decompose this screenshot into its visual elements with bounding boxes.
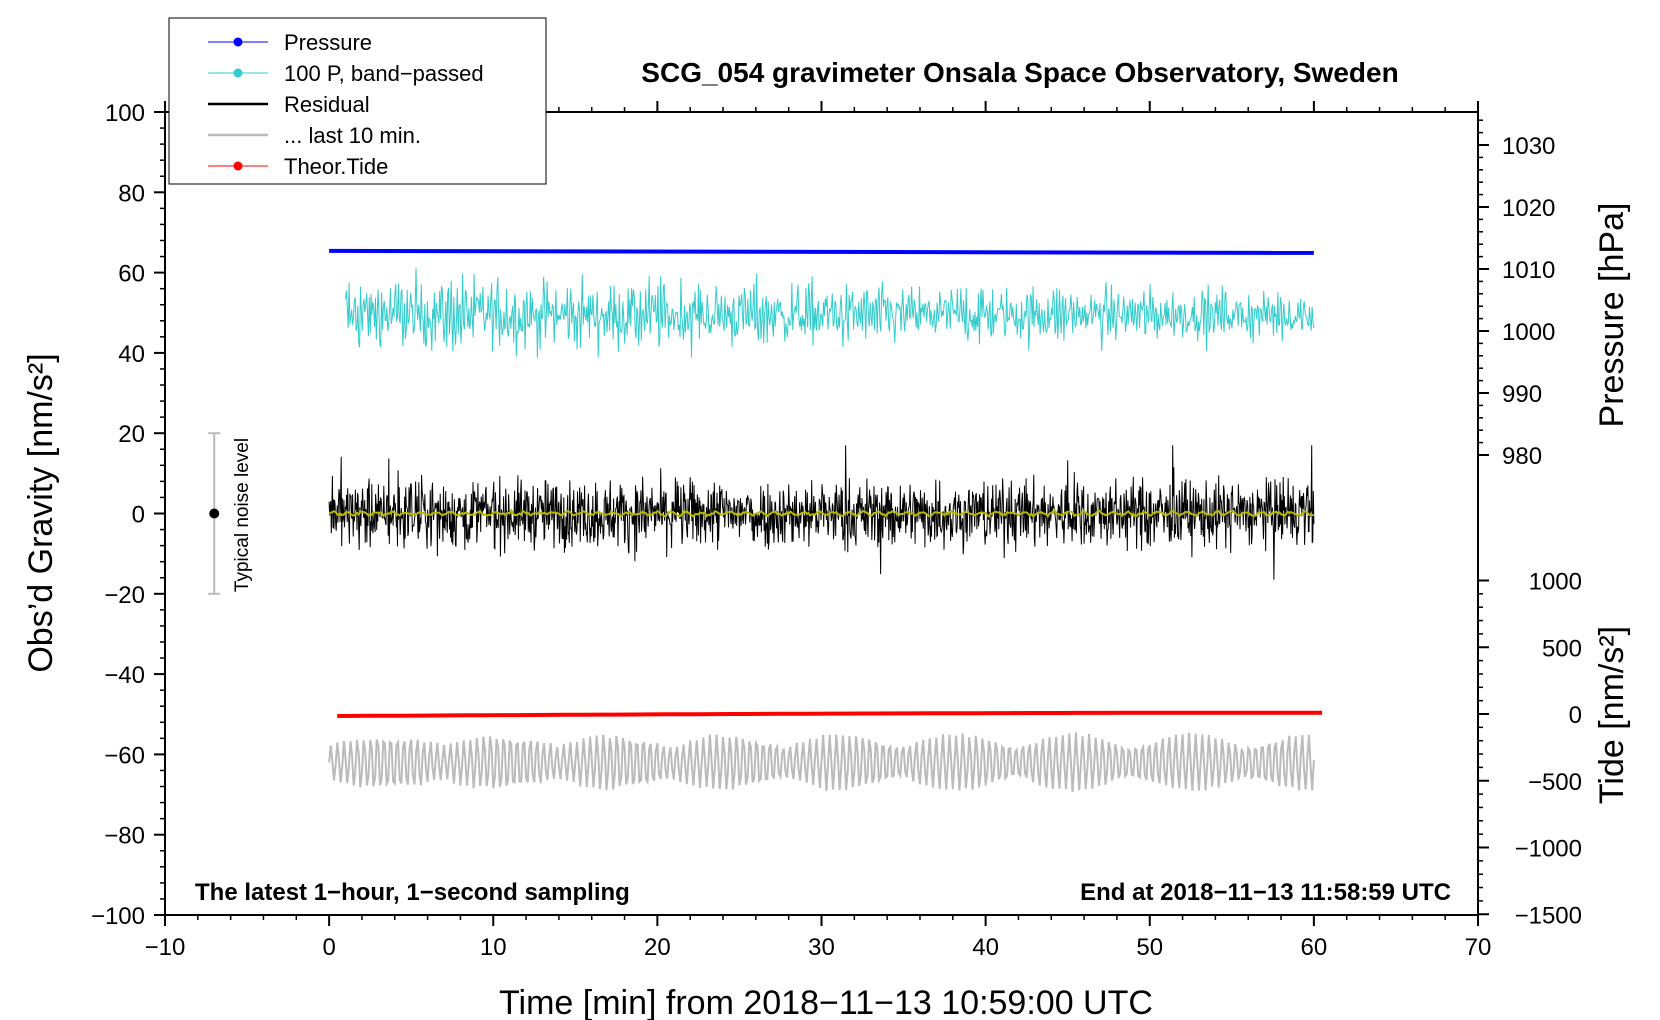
y-tick-label: 80 — [118, 180, 145, 207]
legend-box — [168, 17, 547, 185]
legend-label: ... last 10 min. — [284, 123, 421, 148]
legend-marker — [233, 37, 243, 47]
noise-bar — [208, 432, 221, 595]
legend-marker — [233, 68, 243, 78]
y-tick-label: 20 — [118, 421, 145, 448]
y-axis-gravity: 100 80 60 40 20 0 −20 −40 −60 −80 −100 — [91, 100, 165, 930]
y-tick-label: −40 — [104, 662, 145, 689]
pressure-tick-label: 980 — [1502, 443, 1542, 470]
tide-tick-label: 1000 — [1529, 569, 1582, 596]
chart-title: SCG_054 gravimeter Onsala Space Observat… — [641, 57, 1398, 88]
legend: Pressure 100 P, band−passed Residual ... la… — [168, 17, 547, 185]
y-tick-label: 60 — [118, 261, 145, 288]
y-tick-label: 100 — [105, 100, 145, 127]
annotation-left: The latest 1−hour, 1−second sampling — [195, 879, 630, 906]
series-residual — [328, 445, 1315, 580]
y-tick-label: −60 — [104, 742, 145, 769]
x-tick-label: 40 — [972, 934, 999, 961]
legend-label: Pressure — [284, 30, 372, 55]
tide-tick-label: 0 — [1569, 702, 1582, 729]
x-tick-label: 70 — [1465, 934, 1492, 961]
pressure-tick-label: 990 — [1502, 381, 1542, 408]
annotation-right: End at 2018−11−13 11:58:59 UTC — [1080, 879, 1451, 906]
y-axis-title-pressure: Pressure [hPa] — [1593, 203, 1631, 428]
pressure-tick-label: 1030 — [1502, 133, 1555, 160]
tide-tick-label: −500 — [1528, 769, 1582, 796]
legend-label: Residual — [284, 92, 370, 117]
noise-bar-center — [209, 508, 220, 519]
x-tick-label: 10 — [480, 934, 507, 961]
series-pressure-bandpassed — [345, 268, 1315, 358]
y-tick-label: −80 — [104, 823, 145, 850]
x-tick-label: −10 — [145, 934, 186, 961]
y-axis-pressure: 1030 1020 1010 1000 990 980 — [1478, 119, 1555, 470]
y-tick-label: −100 — [91, 903, 145, 930]
tide-tick-label: −1500 — [1515, 902, 1582, 929]
tide-tick-label: 500 — [1542, 635, 1582, 662]
y-axis-title-gravity: Obs’d Gravity [nm/s²] — [22, 353, 60, 672]
x-tick-label: 50 — [1136, 934, 1163, 961]
pressure-tick-label: 1020 — [1502, 195, 1555, 222]
tide-tick-label: −1000 — [1515, 836, 1582, 863]
series-layer — [328, 248, 1323, 793]
y-axis-tide: 1000 500 0 −500 −1000 −1500 — [1478, 569, 1582, 929]
x-tick-label: 60 — [1301, 934, 1328, 961]
legend-marker — [233, 161, 243, 171]
noise-level-label: Typical noise level — [232, 438, 253, 592]
x-tick-label: 20 — [644, 934, 671, 961]
y-tick-label: −20 — [104, 582, 145, 609]
series-residual-smoothed — [328, 508, 1315, 519]
y-tick-label: 40 — [118, 341, 145, 368]
x-tick-label: 30 — [808, 934, 835, 961]
x-tick-label: 0 — [322, 934, 335, 961]
y-axis-title-tide: Tide [nm/s²] — [1593, 626, 1631, 804]
pressure-tick-label: 1000 — [1502, 319, 1555, 346]
pressure-tick-label: 1010 — [1502, 257, 1555, 284]
series-pressure — [329, 248, 1314, 255]
series-last-10-min — [328, 732, 1315, 793]
x-axis-title: Time [min] from 2018−11−13 10:59:00 UTC — [499, 984, 1153, 1020]
series-theoretical-tide — [337, 710, 1323, 718]
legend-label: Theor.Tide — [284, 154, 388, 179]
legend-label: 100 P, band−passed — [284, 61, 484, 86]
y-tick-label: 0 — [132, 502, 145, 529]
